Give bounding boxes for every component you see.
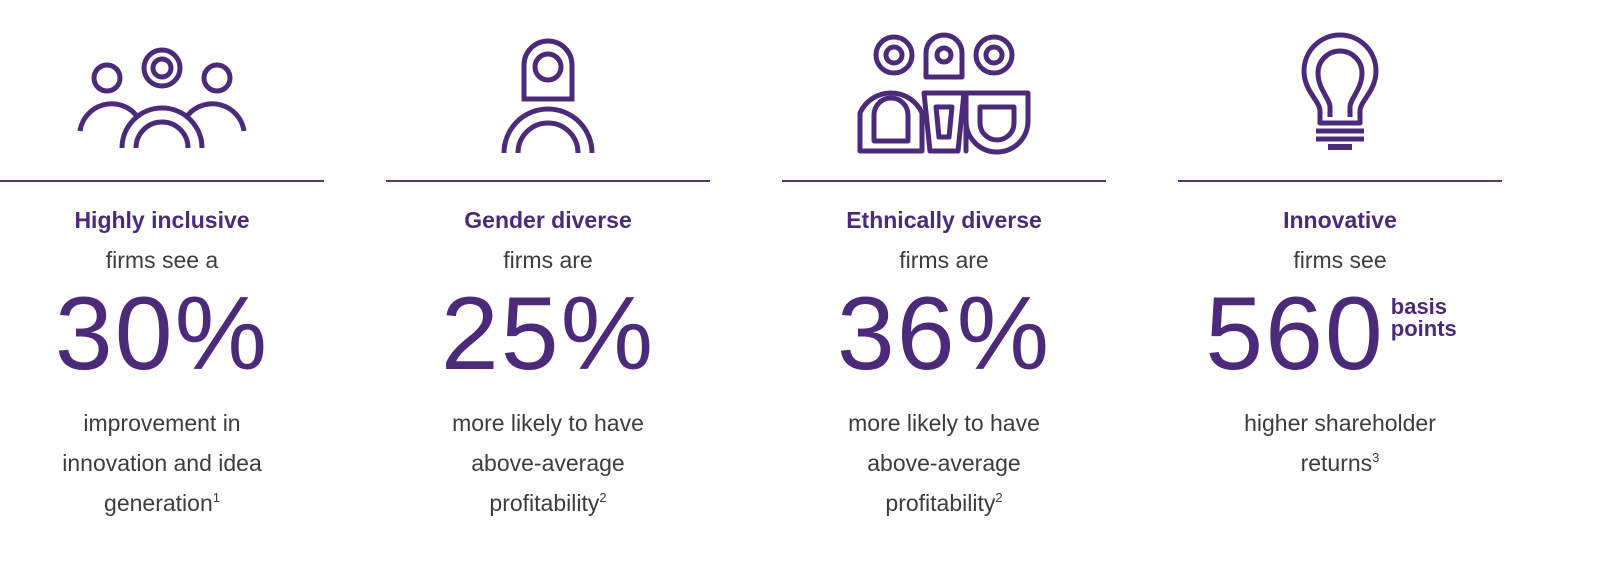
stat-figure-unit: basis points [1390,294,1457,341]
stat-detail: more likely to have above-average profit… [386,403,710,523]
stat-detail-line: above-average [867,450,1021,476]
footnote-marker: 3 [1372,450,1380,465]
stat-headline: Gender diverse [464,207,632,233]
stat-headline: Innovative [1283,207,1397,233]
stat-figure: 30% [0,282,324,386]
stat-card-ethnic: Ethnically diverse firms are 36% more li… [782,0,1106,569]
stat-card-inclusive: Highly inclusive firms see a 30% improve… [0,0,324,569]
stat-detail-line-last: profitability2 [386,483,710,523]
stat-figure: 36% [782,282,1106,386]
stat-lead: firms are [503,247,593,273]
stat-card-innovative: Innovative firms see 560 basis points hig… [1178,0,1502,569]
divider [0,180,324,182]
stat-lead: firms are [899,247,989,273]
stat-detail-line: higher shareholder [1244,410,1436,436]
stat-detail-line-text: returns [1300,450,1373,476]
three-people-icon [782,28,1106,158]
person-icon [386,28,710,158]
stat-detail-line: innovation and idea [62,450,262,476]
divider [782,180,1106,182]
stat-figure: 25% [386,282,710,386]
stat-lead: firms see a [105,247,219,273]
stat-lead: firms see [1293,247,1387,273]
stat-detail-line-text: profitability [489,490,600,516]
stat-detail-line: more likely to have [848,410,1040,436]
footnote-marker: 2 [599,490,607,505]
stat-detail: higher shareholder returns3 [1178,403,1502,483]
stat-figure-value: 36% [836,276,1052,392]
stat-detail-line-text: profitability [885,490,996,516]
stat-detail-line-last: generation1 [0,483,324,523]
stat-card-gender: Gender diverse firms are 25% more likely… [386,0,710,569]
stat-detail-line: above-average [471,450,625,476]
stat-figure-value: 30% [54,276,270,392]
stat-detail: more likely to have above-average profit… [782,403,1106,523]
divider [1178,180,1502,182]
stat-figure-value: 25% [440,276,656,392]
stat-detail-line-text: generation [104,490,213,516]
stat-detail-line-last: profitability2 [782,483,1106,523]
stat-figure: 560 basis points [1178,282,1502,386]
lightbulb-icon [1178,28,1502,158]
stat-headline: Highly inclusive [74,207,250,233]
group-of-people-icon [0,28,324,158]
stat-headline: Ethnically diverse [846,207,1042,233]
stat-detail: improvement in innovation and idea gener… [0,403,324,523]
stat-detail-line: improvement in [83,410,241,436]
footnote-marker: 2 [995,490,1003,505]
divider [386,180,710,182]
stat-detail-line: more likely to have [452,410,644,436]
stat-detail-line-last: returns3 [1178,443,1502,483]
stat-figure-value: 560 [1205,276,1385,392]
footnote-marker: 1 [212,490,220,505]
